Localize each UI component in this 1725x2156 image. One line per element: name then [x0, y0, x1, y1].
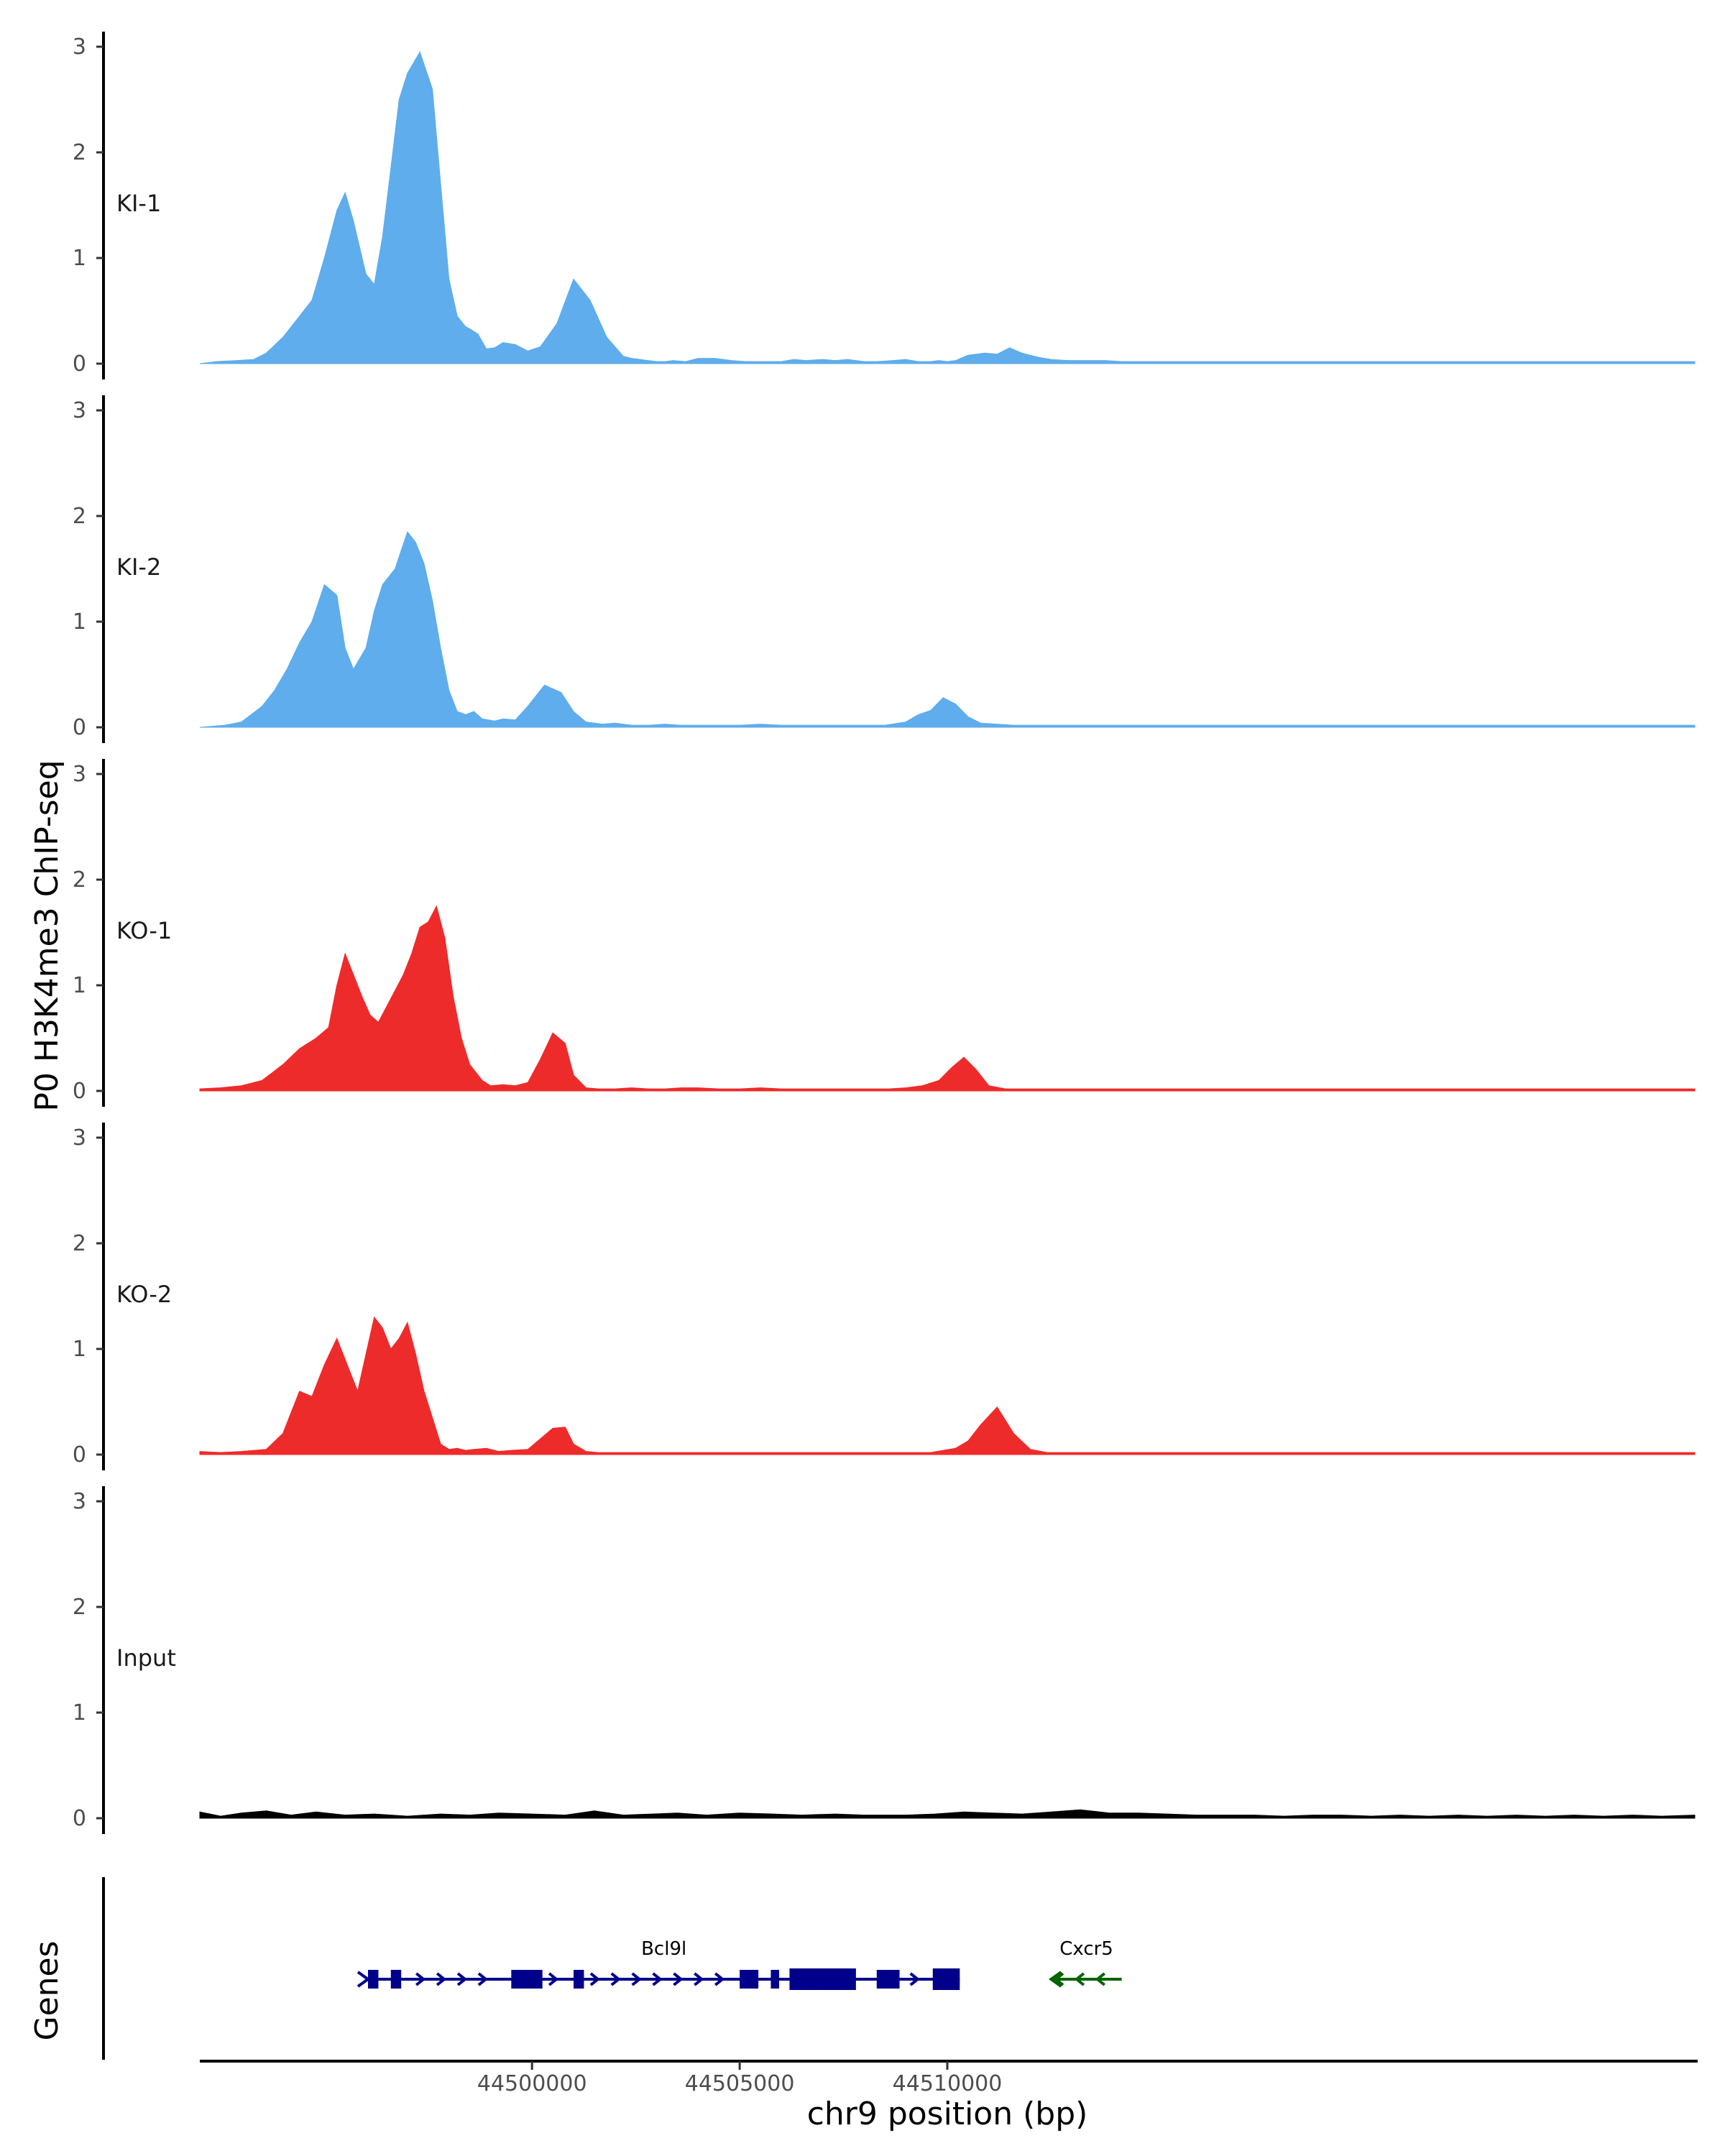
gene-bcl9l-strand-arrow [652, 1972, 663, 1986]
track-ki-1: 0 1 2 3 KI-1 [73, 32, 1696, 379]
gene-bcl9l-exon [390, 1970, 402, 1989]
gene-bcl9l-exon [368, 1970, 379, 1989]
gene-bcl9l-strand-arrow [714, 1972, 725, 1986]
gene-bcl9l-start-arrow [356, 1971, 371, 1988]
track-ko-2-y-tick-label: 1 [73, 1337, 86, 1362]
gene-bcl9l-strand-arrow [694, 1972, 704, 1986]
gene-bcl9l-exon [574, 1970, 584, 1989]
gene-cxcr5-strand-arrow [1053, 1972, 1064, 1986]
track-ko-1-y-tick-label: 1 [73, 973, 86, 998]
track-ki-2-y-tick-label: 2 [73, 504, 86, 529]
track-ki-1-label: KI-1 [116, 190, 161, 217]
track-ki-1-y-tick-label: 2 [73, 140, 86, 165]
gene-cxcr5-label: Cxcr5 [1059, 1938, 1113, 1960]
x-axis-title: chr9 position (bp) [807, 2096, 1088, 2132]
gene-bcl9l: Bcl9l [356, 1938, 960, 1990]
track-ko-1: 0 1 2 3 KO-1 [73, 759, 1696, 1107]
x-tick-label: 44500000 [477, 2071, 587, 2096]
gene-bcl9l-strand-arrow [548, 1972, 559, 1986]
track-input-label: Input [116, 1644, 176, 1672]
track-ko-1-y-tick-label: 3 [73, 762, 86, 787]
track-ko-1-label: KO-1 [116, 917, 172, 944]
track-ko-1-y-tick-label: 0 [73, 1079, 86, 1104]
gene-cxcr5-strand-arrow [1095, 1972, 1106, 1986]
track-ki-1-area [199, 51, 1696, 364]
gene-bcl9l-strand-arrow [415, 1972, 426, 1986]
track-ki-2-area [199, 530, 1696, 728]
track-input-y-tick-label: 0 [73, 1806, 86, 1831]
track-ko-1-y-tick-label: 2 [73, 867, 86, 893]
gene-bcl9l-strand-arrow [436, 1972, 447, 1986]
track-input-y-tick-label: 3 [73, 1489, 86, 1514]
x-tick-label: 44510000 [893, 2071, 1003, 2096]
gene-bcl9l-label: Bcl9l [641, 1938, 686, 1960]
gene-bcl9l-exon [770, 1970, 779, 1989]
track-ko-2-y-tick-label: 3 [73, 1125, 86, 1151]
gene-bcl9l-exon [511, 1970, 543, 1989]
track-ko-1-area [199, 905, 1696, 1092]
track-ko-2-y-tick-label: 2 [73, 1231, 86, 1256]
gene-bcl9l-exon [740, 1970, 759, 1989]
gene-bcl9l-strand-arrow [673, 1972, 684, 1986]
track-ki-2-y-tick-label: 3 [73, 398, 86, 423]
track-ko-2-y-tick-label: 0 [73, 1442, 86, 1468]
track-ki-2: 0 1 2 3 KI-2 [73, 395, 1696, 743]
track-ki-2-y-tick-label: 1 [73, 609, 86, 635]
track-ki-1-y-tick-label: 1 [73, 246, 86, 271]
track-ki-1-y-tick-label: 0 [73, 351, 86, 377]
gene-cxcr5-end-arrow [1048, 1971, 1062, 1988]
y-axis-title: P0 H3K4me3 ChIP-seq [29, 760, 65, 1111]
gene-bcl9l-exon [932, 1968, 960, 1990]
gene-bcl9l-strand-arrow [589, 1972, 601, 1986]
gene-bcl9l-strand-arrow [631, 1972, 642, 1986]
gene-bcl9l-strand-arrow [909, 1972, 920, 1986]
gene-cxcr5-strand-arrow [1074, 1972, 1085, 1986]
gene-bcl9l-strand-arrow [456, 1972, 468, 1986]
gene-bcl9l-exon [789, 1968, 856, 1990]
gene-bcl9l-strand-arrow [477, 1972, 489, 1986]
track-ki-2-y-tick-label: 0 [73, 715, 86, 740]
track-input: 0 1 2 3 Input [73, 1486, 1696, 1834]
track-input-area [199, 1809, 1696, 1819]
gene-bcl9l-exon [876, 1970, 900, 1989]
track-ko-2-area [199, 1316, 1696, 1455]
track-ki-1-y-tick-label: 3 [73, 34, 86, 60]
gene-bcl9l-strand-arrow [610, 1972, 621, 1986]
genes-panel-title: Genes [29, 1940, 65, 2040]
x-axis: 44500000 44505000 44510000 [200, 2060, 1698, 2096]
tracks-layer: 0 1 2 3 KI-1 0 1 2 3 KI-2 0 1 2 3 KO-1 0 1 2 3 KO-2 0 1 2 3 Inpu… [73, 32, 1696, 1834]
track-ki-2-label: KI-2 [116, 553, 161, 581]
track-input-y-tick-label: 2 [73, 1595, 86, 1620]
track-input-y-tick-label: 1 [73, 1700, 86, 1726]
genes-panel: Bcl9l Cxcr5 [102, 1877, 1122, 2060]
track-ko-2-label: KO-2 [116, 1281, 172, 1308]
x-tick-label: 44505000 [685, 2071, 795, 2096]
track-ko-2: 0 1 2 3 KO-2 [73, 1123, 1696, 1470]
gene-cxcr5: Cxcr5 [1048, 1938, 1122, 1988]
